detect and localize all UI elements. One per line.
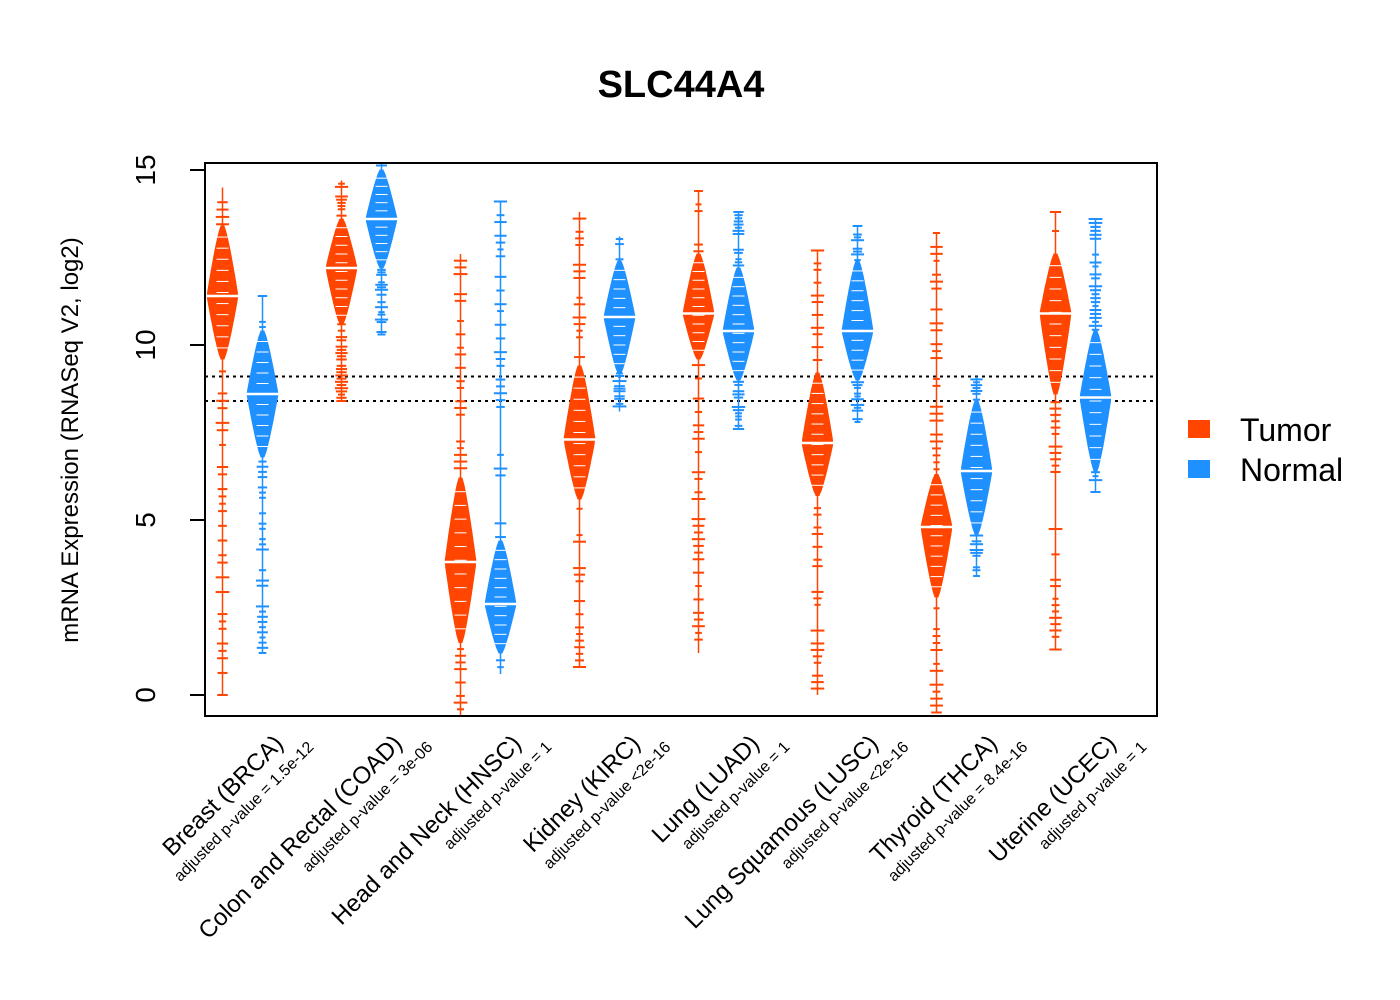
legend: Tumor Normal [1188,412,1343,488]
bean-normal-5 [839,225,876,423]
bean-normal-6 [958,376,995,577]
y-axis-label: mRNA Expression (RNASeq V2, log2) [57,237,84,643]
bean-tumor-6 [918,232,955,714]
bean-tumor-2 [442,254,479,716]
plot-area [204,162,1157,716]
legend-label-normal: Normal [1240,452,1343,488]
bean-tumor-0 [204,187,241,696]
bean-normal-2 [482,200,519,674]
y-tick-label: 0 [130,687,161,703]
bean-normal-7 [1077,218,1114,493]
bean-normal-0 [244,295,281,654]
legend-swatch-tumor [1188,420,1210,438]
y-tick-label: 10 [130,329,161,360]
y-tick-label: 15 [130,154,161,185]
chart-title: SLC44A4 [598,64,765,106]
bean-tumor-5 [799,249,836,695]
bean-tumor-7 [1037,211,1074,651]
legend-swatch-normal [1188,460,1210,478]
bean-tumor-3 [561,212,598,668]
y-tick-label: 5 [130,512,161,528]
bean-tumor-1 [323,180,360,402]
legend-label-tumor: Tumor [1240,412,1332,448]
bean-normal-1 [363,162,400,336]
bean-normal-4 [720,211,757,430]
bean-normal-3 [601,236,638,412]
bean-tumor-4 [680,190,717,653]
